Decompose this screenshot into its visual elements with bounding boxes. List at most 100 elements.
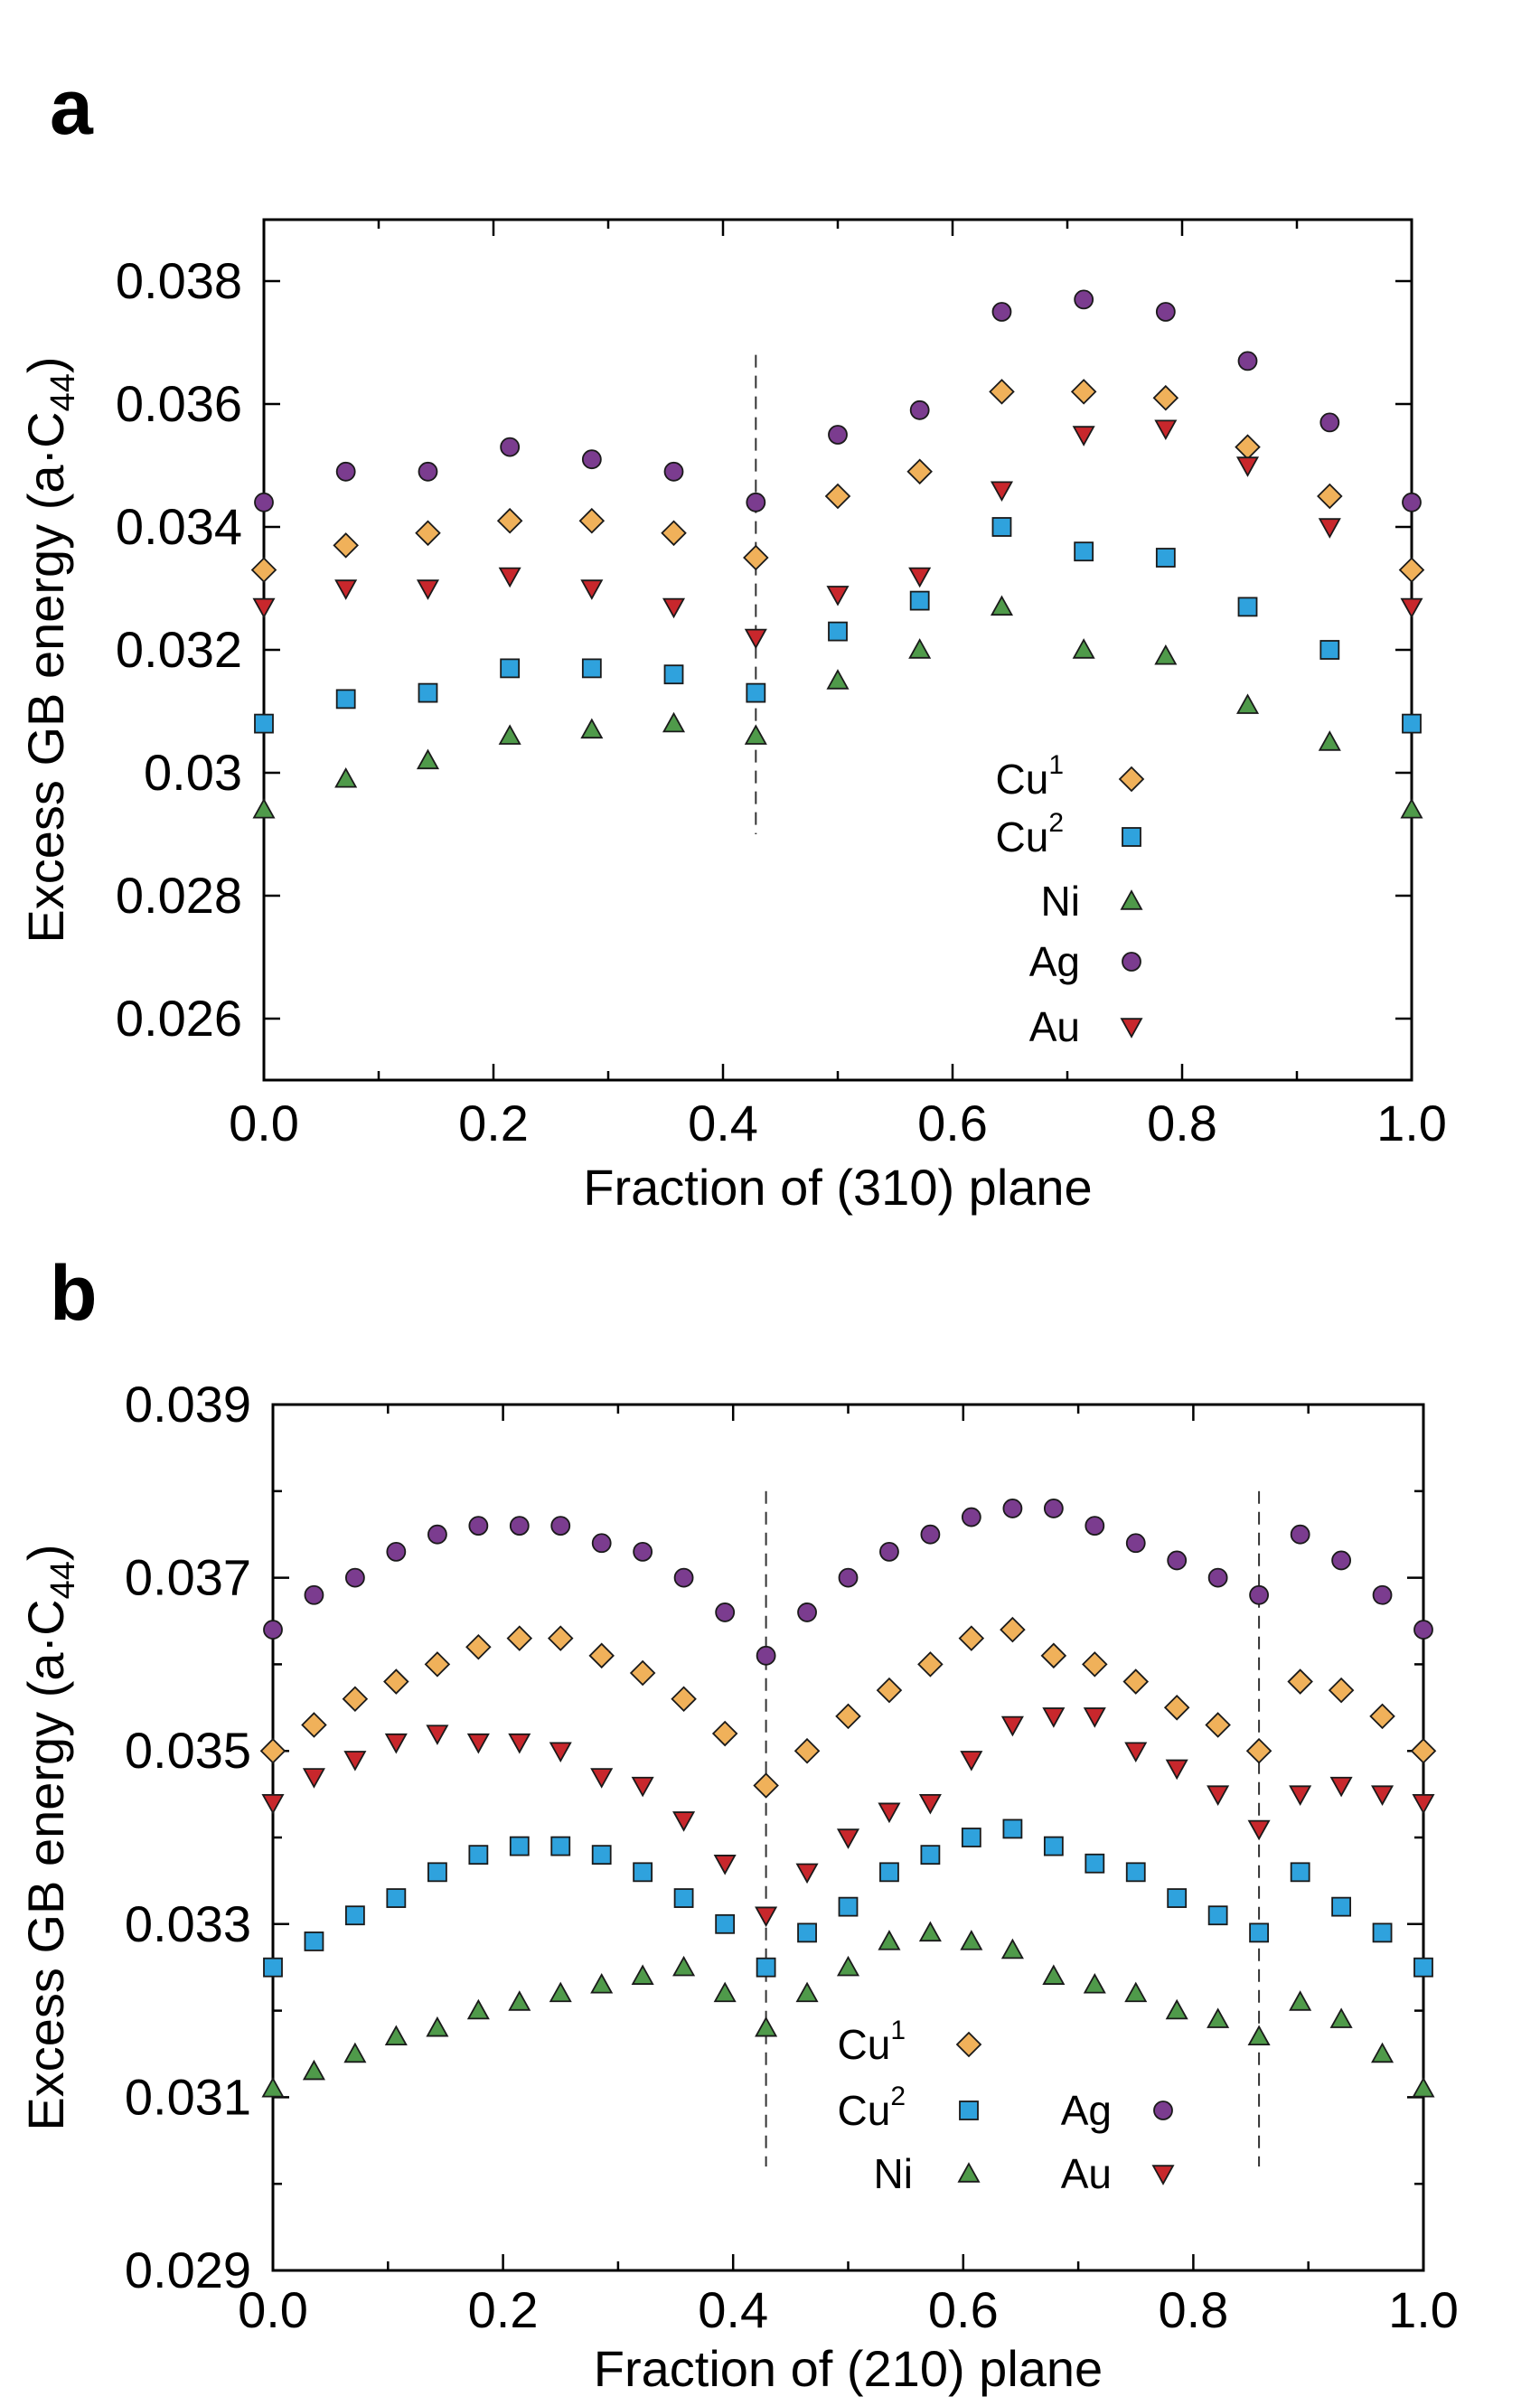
legend-entry-ni: Ni <box>1041 878 1143 925</box>
marker-cu2 <box>1085 1853 1105 1874</box>
legend-label: Cu1 <box>838 2016 906 2068</box>
legend-entry-cu2: Cu2 <box>996 808 1141 860</box>
legend-label: Cu2 <box>838 2082 906 2134</box>
marker-cu1 <box>1398 557 1425 583</box>
marker-au <box>672 1811 696 1832</box>
marker-au <box>1207 1785 1230 1806</box>
legend-label: Au <box>1029 1003 1080 1050</box>
marker-ag <box>1085 1516 1105 1537</box>
marker-cu2 <box>961 1828 981 1847</box>
marker-cu1 <box>824 483 851 510</box>
marker-ni <box>580 718 604 739</box>
marker-au <box>1083 1707 1106 1728</box>
marker-cu1 <box>1245 1737 1272 1764</box>
legend-entry-ag: Ag <box>1029 938 1141 985</box>
legend-marker-cu1 <box>1118 766 1145 793</box>
marker-ag <box>418 461 438 482</box>
marker-cu2 <box>920 1845 941 1866</box>
marker-ni <box>508 1990 531 2011</box>
legend-label-text: Ag <box>1029 938 1080 985</box>
marker-ni <box>384 2025 408 2046</box>
marker-au <box>960 1751 983 1772</box>
marker-ni <box>1329 2007 1353 2028</box>
x-tick-label: 0.6 <box>917 1095 988 1151</box>
marker-au <box>1247 1819 1271 1841</box>
marker-au <box>261 1793 285 1815</box>
y-tick-label: 0.034 <box>116 498 242 555</box>
marker-au <box>1235 456 1260 477</box>
marker-cu1 <box>1317 483 1343 510</box>
marker-cu2 <box>1074 541 1094 562</box>
marker-ag <box>468 1516 489 1537</box>
marker-cu2 <box>581 658 602 679</box>
marker-ag <box>673 1567 694 1588</box>
marker-ni <box>426 2016 449 2037</box>
marker-au <box>1124 1742 1148 1763</box>
marker-au <box>466 1733 490 1754</box>
x-tick-label: 0.8 <box>1147 1095 1217 1151</box>
legend-label-text: Au <box>1061 2150 1112 2197</box>
marker-au <box>498 567 521 588</box>
legend-marker-ni <box>957 2162 981 2183</box>
marker-cu1 <box>424 1651 451 1678</box>
marker-cu1 <box>465 1633 492 1660</box>
marker-ni <box>1000 1938 1024 1960</box>
marker-ni <box>261 2076 285 2098</box>
marker-ag <box>991 302 1012 322</box>
marker-cu1 <box>506 1625 533 1651</box>
marker-ag <box>254 492 274 512</box>
marker-cu1 <box>1152 384 1179 411</box>
marker-cu2 <box>838 1896 859 1917</box>
marker-cu2 <box>909 590 930 611</box>
marker-ag <box>386 1541 407 1562</box>
marker-au <box>1154 419 1178 441</box>
marker-ag <box>263 1620 283 1640</box>
marker-cu1 <box>1040 1642 1067 1669</box>
marker-ag <box>1413 1620 1433 1640</box>
legend-marker-cu1 <box>955 2031 982 2058</box>
marker-cu2 <box>1043 1836 1064 1856</box>
marker-cu2 <box>427 1862 447 1883</box>
marker-au <box>302 1768 325 1789</box>
y-tick-label: 0.026 <box>116 990 242 1047</box>
legend-marker-cu2 <box>959 2101 979 2120</box>
marker-cu2 <box>1155 548 1176 568</box>
panel-label-b: b <box>50 1250 98 1337</box>
marker-ag <box>828 425 848 445</box>
marker-cu2 <box>663 664 684 685</box>
marker-cu2 <box>468 1845 489 1866</box>
y-tick-label: 0.032 <box>116 621 242 678</box>
marker-cu1 <box>496 507 523 534</box>
marker-ni <box>416 748 440 770</box>
marker-ni <box>826 669 850 690</box>
marker-ag <box>1207 1567 1228 1588</box>
marker-cu1 <box>876 1677 903 1704</box>
y-axis-label: Excess GB energy (a·C44) <box>17 1544 82 2130</box>
marker-au <box>549 1742 572 1763</box>
legend-label-text: Ag <box>1061 2087 1112 2134</box>
marker-cu1 <box>743 544 769 571</box>
marker-ni <box>252 797 276 819</box>
marker-ni <box>549 1981 572 2003</box>
legend-label-text: Cu <box>996 813 1049 860</box>
marker-ag <box>335 461 356 482</box>
x-tick-label: 1.0 <box>1388 2281 1459 2338</box>
marker-ag <box>427 1524 447 1545</box>
marker-cu1 <box>1070 379 1097 405</box>
marker-au <box>343 1751 367 1772</box>
marker-ag <box>715 1602 736 1622</box>
marker-au <box>990 481 1014 503</box>
marker-ni <box>1400 797 1423 819</box>
marker-cu2 <box>418 682 438 703</box>
marker-cu1 <box>1369 1703 1395 1730</box>
marker-cu2 <box>1331 1896 1352 1917</box>
marker-ni <box>1412 2076 1435 2098</box>
plot-frame <box>262 218 1413 1082</box>
marker-cu2 <box>828 621 848 642</box>
marker-ag <box>550 1516 571 1537</box>
x-tick-label: 1.0 <box>1376 1095 1447 1151</box>
marker-ni <box>672 1955 696 1977</box>
marker-ni <box>1318 730 1341 751</box>
marker-au <box>580 579 604 600</box>
panel-label-a: a <box>50 64 94 151</box>
